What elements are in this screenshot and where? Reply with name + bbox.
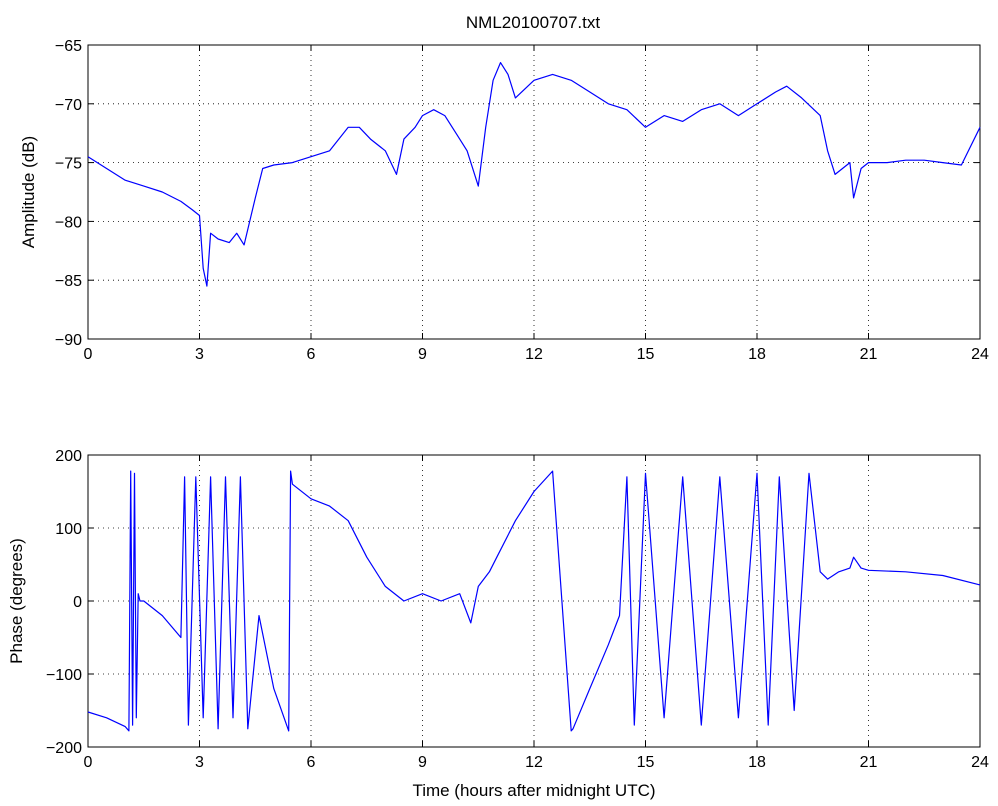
x-tick-label: 18	[748, 346, 766, 363]
chart-title: NML20100707.txt	[466, 13, 600, 32]
phase-grid	[88, 455, 980, 747]
phase-ylabel: Phase (degrees)	[7, 538, 26, 664]
y-tick-label: −75	[55, 156, 82, 173]
x-tick-label: 3	[195, 346, 204, 363]
y-tick-label: −70	[55, 97, 82, 114]
y-tick-label: 200	[55, 448, 82, 465]
x-tick-label: 21	[860, 346, 878, 363]
phase-ticks: 0 3 6 9 12 15 18 21 24 −200 −100 0 100 200	[46, 448, 989, 771]
x-tick-label: 21	[860, 754, 878, 771]
x-tick-label: 15	[637, 754, 655, 771]
x-tick-label: 6	[307, 346, 316, 363]
y-tick-label: −65	[55, 38, 82, 55]
amplitude-series	[87, 61, 981, 287]
x-tick-label: 9	[418, 346, 427, 363]
x-tick-label: 0	[84, 346, 93, 363]
x-tick-label: 24	[971, 346, 989, 363]
x-tick-label: 12	[525, 754, 543, 771]
y-tick-label: −100	[46, 667, 82, 684]
y-tick-label: −80	[55, 214, 82, 231]
amplitude-ylabel: Amplitude (dB)	[19, 136, 38, 248]
x-tick-label: 15	[637, 346, 655, 363]
amplitude-plot-frame	[87, 44, 981, 340]
x-tick-label: 0	[84, 754, 93, 771]
phase-axes: 0 3 6 9 12 15 18 21 24 −200 −100 0 100 200 Phase (deg…	[7, 448, 989, 800]
x-tick-label: 18	[748, 754, 766, 771]
amplitude-axes: 0 3 6 9 12 15 18 21 24 −90 −85 −80 −75 −70 −65 Amplitu…	[19, 38, 989, 363]
x-tick-label: 24	[971, 754, 989, 771]
x-tick-label: 12	[525, 346, 543, 363]
x-tick-label: 6	[307, 754, 316, 771]
y-tick-label: 0	[73, 594, 82, 611]
y-tick-label: 100	[55, 521, 82, 538]
phase-xlabel: Time (hours after midnight UTC)	[412, 781, 655, 800]
y-tick-label: −90	[55, 332, 82, 349]
amplitude-series-line	[87, 61, 981, 287]
amplitude-ticks: 0 3 6 9 12 15 18 21 24 −90 −85 −80 −75 −70 −65	[55, 38, 989, 363]
amplitude-grid	[88, 45, 980, 339]
x-tick-label: 9	[418, 754, 427, 771]
y-tick-label: −85	[55, 273, 82, 290]
phase-series-line	[87, 470, 981, 732]
x-tick-label: 3	[195, 754, 204, 771]
phase-series	[87, 470, 981, 732]
y-tick-label: −200	[46, 740, 82, 757]
